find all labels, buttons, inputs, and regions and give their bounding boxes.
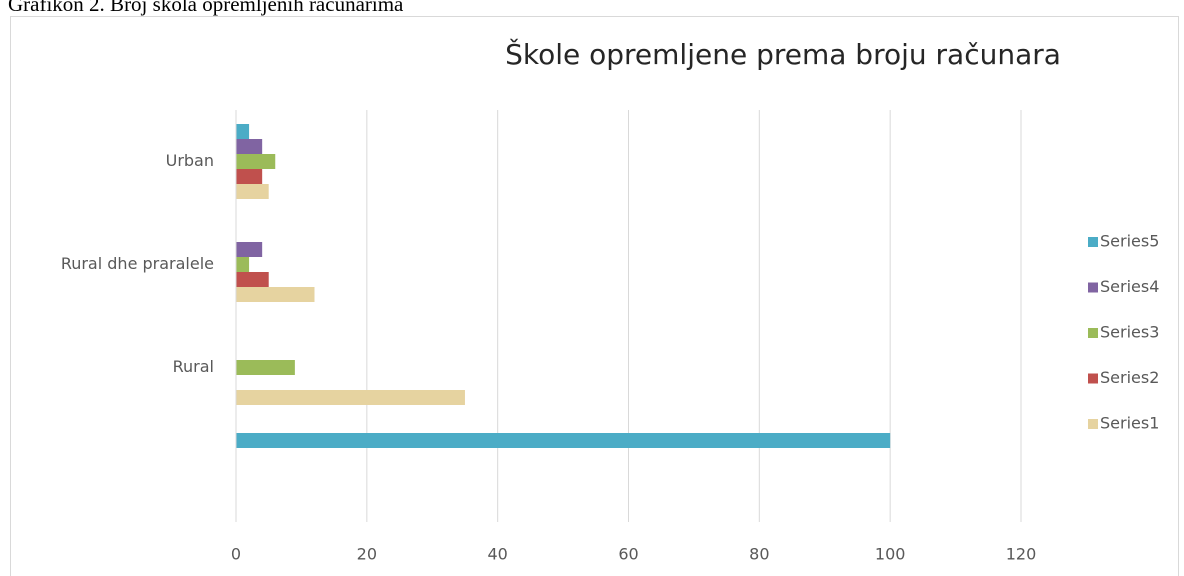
legend-swatch: [1088, 237, 1098, 247]
bar: [236, 124, 250, 139]
x-tick-label: 100: [875, 545, 906, 564]
y-tick-label: Rural: [173, 357, 214, 376]
bar: [236, 360, 295, 375]
legend-label: Series4: [1100, 277, 1159, 296]
chart-frame: [10, 16, 1179, 576]
legend-swatch: [1088, 328, 1098, 338]
legend-label: Series1: [1100, 414, 1159, 433]
bar: [236, 390, 465, 405]
chart-title: Škole opremljene prema broju računara: [505, 37, 1061, 71]
legend-label: Series5: [1100, 232, 1159, 251]
bar: [236, 139, 263, 154]
bar: [236, 433, 891, 448]
y-tick-label: Urban: [166, 151, 214, 170]
bar: [236, 184, 269, 199]
bar: [236, 272, 269, 287]
bar: [236, 154, 276, 169]
bar: [236, 257, 250, 272]
caption: Grafikon 2. Broj škola opremljenih račun…: [8, 0, 404, 16]
bar: [236, 242, 263, 257]
x-tick-label: 120: [1006, 545, 1037, 564]
bar: [236, 287, 315, 302]
legend-swatch: [1088, 282, 1098, 293]
x-tick-label: 80: [749, 545, 769, 564]
x-tick-label: 60: [618, 545, 638, 564]
legend-label: Series2: [1100, 368, 1159, 387]
x-tick-label: 0: [231, 545, 241, 564]
x-tick-label: 40: [487, 545, 507, 564]
legend-swatch: [1088, 419, 1098, 429]
x-tick-label: 20: [357, 545, 377, 564]
y-tick-label: Rural dhe praralele: [61, 254, 214, 273]
bar: [236, 169, 263, 184]
legend-label: Series3: [1100, 323, 1159, 342]
legend-swatch: [1088, 373, 1098, 384]
